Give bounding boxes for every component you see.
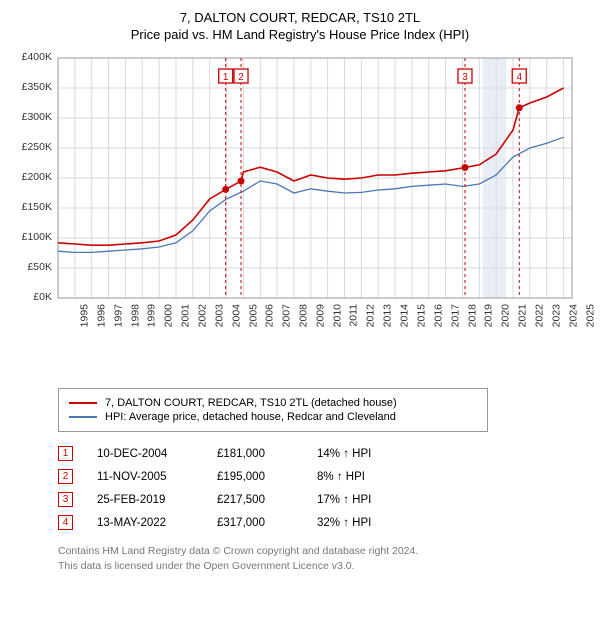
title-block: 7, DALTON COURT, REDCAR, TS10 2TL Price …: [12, 10, 588, 42]
sale-row: 3 25-FEB-2019£217,50017% ↑ HPI: [58, 488, 588, 511]
legend-label: 7, DALTON COURT, REDCAR, TS10 2TL (detac…: [105, 397, 397, 409]
x-axis-tick-label: 1995: [78, 304, 90, 327]
x-axis-tick-label: 2000: [163, 304, 175, 327]
sale-row: 2 11-NOV-2005£195,0008% ↑ HPI: [58, 465, 588, 488]
x-axis-tick-label: 2020: [500, 304, 512, 327]
legend-line-swatch: [69, 402, 97, 404]
sale-delta: 14% ↑ HPI: [317, 448, 387, 460]
x-axis-tick-label: 2019: [483, 304, 495, 327]
chart-title-address: 7, DALTON COURT, REDCAR, TS10 2TL: [12, 10, 588, 25]
sale-delta: 32% ↑ HPI: [317, 517, 387, 529]
price-chart: 12 3 4: [12, 48, 588, 348]
x-axis-tick-label: 2008: [297, 304, 309, 327]
sale-price: £195,000: [217, 471, 317, 483]
sale-marker-box: 3: [58, 492, 73, 507]
sale-price: £317,000: [217, 517, 317, 529]
x-axis-tick-label: 2004: [230, 304, 242, 327]
legend-item: HPI: Average price, detached house, Redc…: [69, 411, 477, 423]
sale-date: 25-FEB-2019: [97, 494, 217, 506]
footer-line-1: Contains HM Land Registry data © Crown c…: [58, 544, 588, 559]
x-axis-tick-label: 2011: [347, 304, 359, 327]
sale-date: 13-MAY-2022: [97, 517, 217, 529]
x-axis-tick-label: 2009: [314, 304, 326, 327]
page: 7, DALTON COURT, REDCAR, TS10 2TL Price …: [0, 0, 600, 583]
y-axis-tick-label: £0K: [12, 291, 52, 303]
x-axis-tick-label: 2016: [432, 304, 444, 327]
svg-text:3: 3: [462, 72, 468, 83]
sale-delta: 17% ↑ HPI: [317, 494, 387, 506]
x-axis-tick-label: 2010: [331, 304, 343, 327]
x-axis-tick-label: 2007: [281, 304, 293, 327]
sale-price: £181,000: [217, 448, 317, 460]
x-axis-tick-label: 2015: [415, 304, 427, 327]
x-axis-tick-label: 2006: [264, 304, 276, 327]
x-axis-tick-label: 2005: [247, 304, 259, 327]
x-axis-tick-label: 2017: [449, 304, 461, 327]
x-axis-tick-label: 2002: [196, 304, 208, 327]
x-axis-tick-label: 2013: [382, 304, 394, 327]
attribution-footer: Contains HM Land Registry data © Crown c…: [58, 544, 588, 573]
sale-marker-box: 2: [58, 469, 73, 484]
sale-date: 10-DEC-2004: [97, 448, 217, 460]
sale-price: £217,500: [217, 494, 317, 506]
x-axis-tick-label: 1998: [129, 304, 141, 327]
arrow-up-icon: ↑: [343, 448, 349, 460]
sale-row: 1 10-DEC-2004£181,00014% ↑ HPI: [58, 442, 588, 465]
y-axis-tick-label: £350K: [12, 81, 52, 93]
x-axis-tick-label: 2021: [517, 304, 529, 327]
x-axis-tick-label: 1996: [95, 304, 107, 327]
y-axis-tick-label: £400K: [12, 51, 52, 63]
y-axis-tick-label: £100K: [12, 231, 52, 243]
x-axis-tick-label: 2003: [213, 304, 225, 327]
x-axis-tick-label: 2025: [584, 304, 596, 327]
x-axis-tick-label: 1997: [112, 304, 124, 327]
x-axis-tick-label: 2023: [550, 304, 562, 327]
legend: 7, DALTON COURT, REDCAR, TS10 2TL (detac…: [58, 388, 488, 432]
y-axis-tick-label: £50K: [12, 261, 52, 273]
footer-line-2: This data is licensed under the Open Gov…: [58, 559, 588, 574]
y-axis-tick-label: £200K: [12, 171, 52, 183]
chart-area: 12 3 4 £0K £50K £100K £150K £200K £250K £300K £35…: [12, 48, 588, 348]
sales-table: 1 10-DEC-2004£181,00014% ↑ HPI 2 11-NOV-200…: [58, 442, 588, 534]
x-axis-tick-label: 2001: [179, 304, 191, 327]
legend-item: 7, DALTON COURT, REDCAR, TS10 2TL (detac…: [69, 397, 477, 409]
chart-title-subtitle: Price paid vs. HM Land Registry's House …: [12, 27, 588, 42]
svg-text:1: 1: [223, 72, 229, 83]
y-axis-tick-label: £150K: [12, 201, 52, 213]
svg-text:4: 4: [516, 72, 522, 83]
y-axis-tick-label: £300K: [12, 111, 52, 123]
sale-row: 4 13-MAY-2022£317,00032% ↑ HPI: [58, 511, 588, 534]
sale-marker-box: 1: [58, 446, 73, 461]
legend-line-swatch: [69, 416, 97, 418]
y-axis-tick-label: £250K: [12, 141, 52, 153]
arrow-up-icon: ↑: [343, 494, 349, 506]
x-axis-tick-label: 2012: [365, 304, 377, 327]
arrow-up-icon: ↑: [343, 517, 349, 529]
arrow-up-icon: ↑: [337, 471, 343, 483]
x-axis-tick-label: 2018: [466, 304, 478, 327]
sale-marker-box: 4: [58, 515, 73, 530]
sale-date: 11-NOV-2005: [97, 471, 217, 483]
x-axis-tick-label: 2024: [567, 304, 579, 327]
x-axis-tick-label: 1999: [146, 304, 158, 327]
x-axis-tick-label: 2014: [399, 304, 411, 327]
sale-delta: 8% ↑ HPI: [317, 471, 387, 483]
legend-label: HPI: Average price, detached house, Redc…: [105, 411, 396, 423]
svg-text:2: 2: [238, 72, 244, 83]
x-axis-tick-label: 2022: [533, 304, 545, 327]
